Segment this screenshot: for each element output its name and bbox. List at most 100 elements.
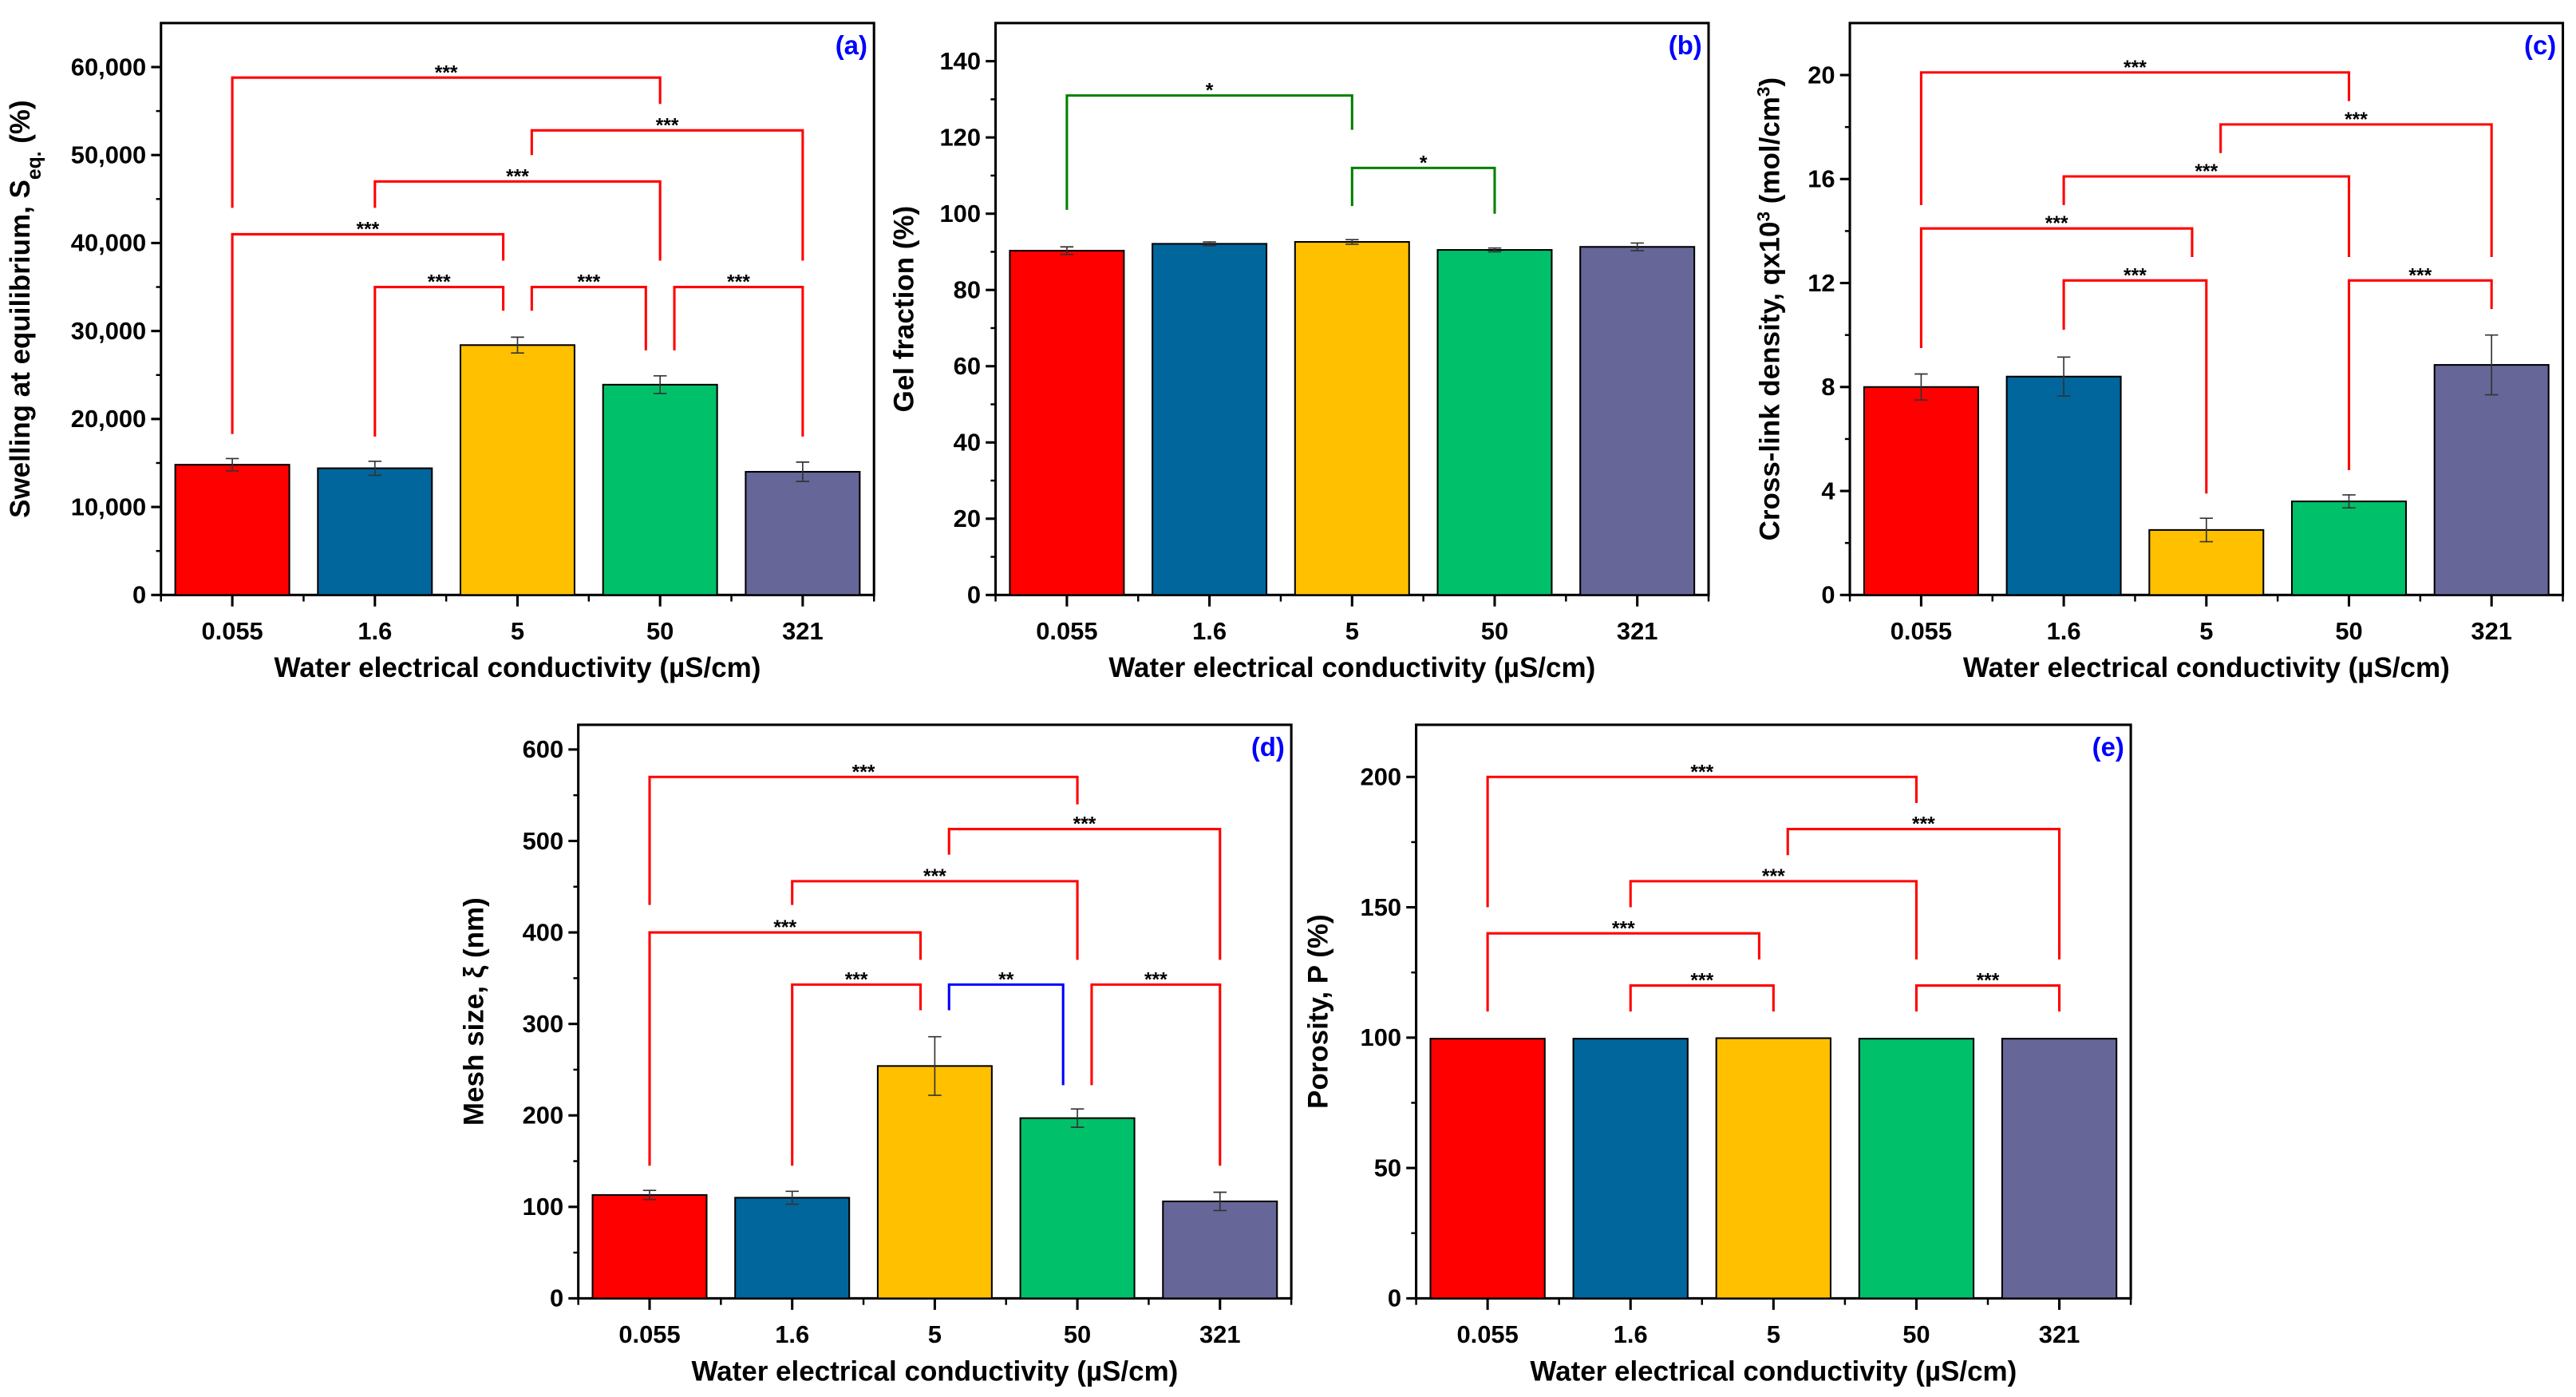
- x-axis-title: Water electrical conductivity (µS/cm): [1963, 652, 2450, 683]
- y-axis-title-main: Porosity, P (%): [1302, 914, 1333, 1109]
- error-bar: [796, 461, 810, 482]
- bracket-line: [1919, 71, 2351, 205]
- chart-panel-a: 0 10,000 20,000 30,000 40,000 50,000 60,000 0.0…: [5, 22, 875, 683]
- significance-bracket: ***: [2219, 109, 2493, 257]
- bar: [876, 1065, 993, 1300]
- error-bar: [225, 457, 239, 472]
- significance-label: ***: [435, 62, 458, 84]
- significance-bracket: ***: [1486, 762, 1918, 908]
- y-tick-label: 20: [1808, 61, 1835, 89]
- y-axis-title-tail: ): [1755, 77, 1786, 87]
- error-bar: [1488, 247, 1502, 253]
- error-bar: [642, 1189, 657, 1201]
- significance-label: ***: [1977, 971, 2000, 992]
- significance-label: ***: [656, 115, 679, 137]
- significance-label: ***: [1612, 918, 1635, 940]
- y-tick-label: 100: [523, 1193, 564, 1221]
- significance-bracket: ***: [947, 814, 1222, 960]
- error-bar: [785, 1190, 799, 1205]
- bar: [1152, 243, 1268, 596]
- significance-bracket: ***: [1919, 57, 2351, 205]
- x-axis-title: Water electrical conductivity (µS/cm): [1108, 652, 1595, 683]
- x-tick-label: 321: [2039, 1320, 2080, 1348]
- panel-label: (d): [1251, 732, 1285, 762]
- significance-bracket: *: [1350, 152, 1496, 214]
- significance-label: ***: [1762, 866, 1785, 888]
- x-tick-label: 50: [1902, 1320, 1930, 1348]
- x-tick-label: 1.6: [1614, 1320, 1648, 1348]
- significance-bracket: ***: [1090, 969, 1222, 1166]
- significance-bracket: ***: [231, 62, 662, 208]
- y-axis-title-tail: (%): [5, 100, 36, 151]
- y-tick-label: 50: [1374, 1154, 1401, 1181]
- y-tick-label: 200: [1361, 763, 1402, 791]
- y-tick-label: 40: [954, 429, 981, 457]
- bar: [734, 1197, 851, 1300]
- y-axis-title-sup2: 3: [1753, 86, 1773, 97]
- x-tick-label: 0.055: [201, 617, 263, 645]
- y-axis-title: Porosity, P (%): [1302, 914, 1333, 1109]
- x-tick-label: 50: [1064, 1320, 1091, 1348]
- x-tick-label: 1.6: [1192, 617, 1227, 645]
- error-bar: [1630, 242, 1644, 251]
- y-tick-label: 400: [523, 918, 564, 946]
- y-tick-label: 0: [550, 1284, 563, 1312]
- y-tick-label: 60: [954, 352, 981, 380]
- x-tick-label: 5: [1767, 1320, 1780, 1348]
- error-bar: [2056, 356, 2071, 398]
- error-bar: [1060, 246, 1074, 255]
- x-tick-label: 50: [1481, 617, 1508, 645]
- y-axis-title: Swelling at equilibrium, Seq. (%): [5, 100, 45, 518]
- error-bar: [1070, 1108, 1085, 1128]
- significance-label: ***: [1690, 762, 1713, 783]
- x-axis-title: Water electrical conductivity (µS/cm): [691, 1355, 1178, 1387]
- x-tick-label: 5: [928, 1320, 942, 1348]
- y-tick-label: 300: [523, 1010, 564, 1038]
- error-bar: [2484, 334, 2499, 396]
- y-tick-label: 0: [1388, 1284, 1401, 1312]
- y-tick-label: 600: [523, 735, 564, 763]
- bar: [602, 383, 718, 596]
- bracket-line: [1486, 932, 1760, 1012]
- y-axis-title: Cross-link density, qx103 (mol/cm3): [1753, 77, 1786, 541]
- x-tick-label: 1.6: [2047, 617, 2081, 645]
- significance-label: ***: [1073, 814, 1096, 836]
- bracket-line: [1350, 166, 1496, 214]
- significance-label: ***: [2195, 161, 2218, 183]
- bar: [317, 467, 433, 596]
- y-tick-label: 500: [523, 827, 564, 855]
- x-tick-label: 321: [1199, 1320, 1241, 1348]
- significance-bracket: ***: [648, 762, 1079, 905]
- y-tick-label: 0: [967, 581, 981, 609]
- panel-label: (e): [2092, 732, 2124, 762]
- y-tick-label: 100: [1361, 1023, 1402, 1051]
- x-tick-label: 0.055: [618, 1320, 680, 1348]
- y-axis-title-main: Cross-link density, qx10: [1755, 222, 1786, 541]
- x-tick-label: 0.055: [1891, 617, 1952, 645]
- significance-label: **: [998, 969, 1014, 991]
- x-tick-label: 1.6: [358, 617, 392, 645]
- significance-bracket: *: [1065, 81, 1353, 210]
- significance-bracket: ***: [791, 969, 923, 1166]
- chart-panel-b: 0 20 40 60 80 100 120 140 0.055 1.6 5 50 321 Water el…: [889, 22, 1710, 683]
- significance-bracket: ***: [373, 166, 662, 261]
- significance-bracket: ***: [2062, 265, 2208, 494]
- significance-bracket: ***: [373, 272, 505, 437]
- y-axis-title-main: Gel fraction (%): [889, 206, 920, 413]
- y-tick-label: 140: [940, 47, 982, 75]
- significance-label: ***: [852, 762, 875, 783]
- bar: [745, 470, 861, 596]
- x-tick-label: 0.055: [1456, 1320, 1518, 1348]
- significance-bracket: ***: [648, 917, 923, 1166]
- y-tick-label: 0: [132, 581, 146, 609]
- x-tick-label: 50: [2335, 617, 2362, 645]
- error-bar: [653, 375, 667, 394]
- bar: [1579, 246, 1696, 596]
- significance-bracket: ***: [231, 219, 505, 434]
- error-bar: [2342, 494, 2356, 509]
- bracket-line: [373, 180, 662, 261]
- bar: [2005, 375, 2122, 596]
- y-axis-title: Mesh size, ξ (nm): [458, 897, 489, 1126]
- panel-label: (c): [2524, 30, 2556, 60]
- x-tick-label: 321: [2471, 617, 2512, 645]
